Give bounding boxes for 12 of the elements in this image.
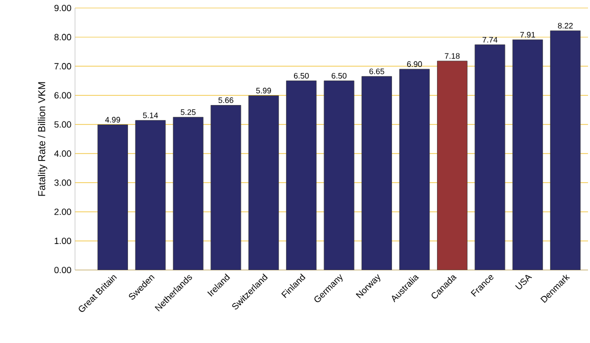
y-tick-label: 2.00 bbox=[54, 208, 72, 215]
y-tick-label: 3.00 bbox=[54, 179, 72, 186]
y-tick-label: 1.00 bbox=[54, 238, 72, 244]
y-tick-label: 5.00 bbox=[54, 121, 72, 128]
y-tick-label: 6.00 bbox=[54, 92, 72, 99]
y-tick-label: 9.00 bbox=[54, 4, 72, 12]
y-axis-title: Fatality Rate / Billion VKM bbox=[38, 82, 48, 196]
y-tick-label: 4.00 bbox=[54, 150, 72, 157]
y-tick-label: 8.00 bbox=[54, 34, 72, 40]
y-tick-label: 0.00 bbox=[54, 266, 72, 274]
x-tick-label: USA bbox=[515, 274, 532, 290]
y-tick-label: 7.00 bbox=[54, 63, 72, 70]
